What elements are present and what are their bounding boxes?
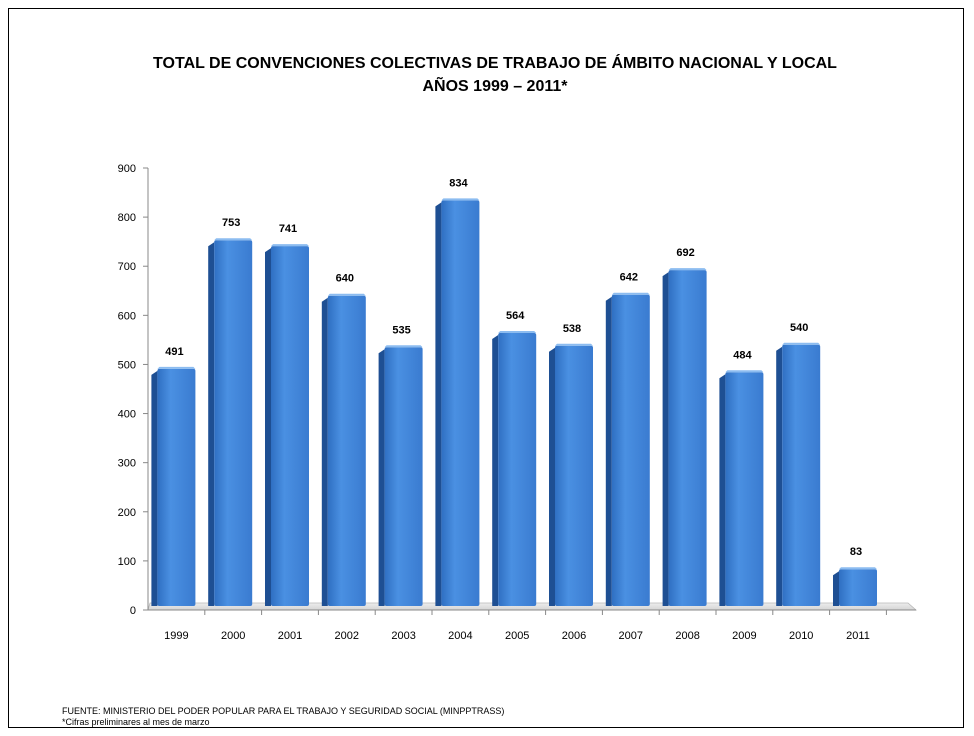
bar-top (839, 567, 877, 570)
y-tick-label: 200 (118, 507, 136, 519)
bar-side (719, 374, 726, 606)
bar-2006 (555, 345, 593, 606)
data-label: 753 (222, 217, 240, 229)
x-tick-label: 2010 (789, 630, 813, 642)
chart-footer: FUENTE: MINISTERIO DEL PODER POPULAR PAR… (62, 706, 504, 728)
data-label: 83 (850, 546, 862, 558)
x-tick-label: 2004 (448, 630, 472, 642)
y-axis: 0 100 200 300 400 500 600 700 800 900 (118, 163, 916, 617)
y-tick-label: 0 (130, 605, 136, 617)
chart-title: TOTAL DE CONVENCIONES COLECTIVAS DE TRAB… (8, 52, 974, 98)
y-tick-label: 100 (118, 556, 136, 568)
bar-side (378, 349, 385, 606)
chart-title-line-2: AÑOS 1999 – 2011* (422, 78, 568, 95)
bar-side (265, 248, 271, 606)
data-label: 834 (449, 177, 468, 189)
bar-1999 (157, 368, 196, 606)
bar-2005 (498, 333, 537, 606)
y-tick-label: 800 (118, 212, 136, 224)
bar-top (327, 293, 366, 296)
bar-side (435, 202, 442, 606)
bar-2009 (725, 372, 764, 606)
bar-top (441, 198, 480, 201)
x-tick-label: 1999 (164, 630, 188, 642)
data-label: 642 (620, 272, 638, 284)
y-tick-label: 400 (118, 409, 136, 421)
bar-top (725, 370, 764, 373)
bar-top (782, 342, 821, 345)
data-label: 692 (676, 247, 694, 259)
bar-side (549, 347, 555, 606)
x-tick-label: 2008 (675, 630, 699, 642)
bar-top (668, 268, 707, 271)
y-tick-label: 700 (118, 261, 136, 273)
data-label: 564 (506, 310, 525, 322)
x-tick-label: 2007 (619, 630, 643, 642)
bar-2008 (668, 270, 707, 606)
x-tick-label: 2003 (391, 630, 415, 642)
bar-top (384, 345, 423, 348)
bar-top (271, 244, 309, 247)
x-tick-label: 2006 (562, 630, 586, 642)
x-tick-label: 2001 (278, 630, 302, 642)
bar-top (498, 331, 537, 334)
bar-top (611, 292, 650, 295)
data-label: 491 (165, 346, 183, 358)
x-tick-label: 2011 (846, 630, 870, 642)
bar-side (151, 370, 158, 606)
x-axis: 1999 2000 2001 2002 2003 2004 2005 2006 2007 2008… (164, 610, 887, 642)
bar-2001 (271, 246, 309, 606)
bar-side (605, 296, 612, 606)
bar-side (776, 346, 783, 606)
data-label: 741 (279, 223, 297, 235)
data-label: 540 (790, 322, 808, 334)
preliminary-note: *Cifras preliminares al mes de marzo (62, 717, 210, 727)
bar-side (208, 242, 215, 606)
x-tick-label: 2002 (335, 630, 359, 642)
y-tick-label: 600 (118, 310, 136, 322)
chart-title-line-1: TOTAL DE CONVENCIONES COLECTIVAS DE TRAB… (153, 55, 837, 72)
y-tick-label: 500 (118, 359, 136, 371)
bar-top (214, 238, 253, 241)
bar-series (151, 198, 877, 606)
bar-2011 (839, 569, 877, 606)
y-tick-label: 300 (118, 458, 136, 470)
bar-2010 (782, 344, 821, 606)
bar-top (555, 343, 593, 346)
source-note: FUENTE: MINISTERIO DEL PODER POPULAR PAR… (62, 706, 505, 716)
bar-side (321, 297, 328, 606)
y-tick-label: 900 (118, 163, 136, 175)
bar-side (833, 571, 839, 606)
data-label: 640 (336, 273, 354, 285)
data-label: 535 (392, 324, 410, 336)
bar-side (492, 335, 499, 606)
bar-top (157, 366, 196, 369)
bar-2003 (384, 347, 423, 606)
x-tick-label: 2005 (505, 630, 529, 642)
data-label: 484 (733, 349, 752, 361)
bar-2007 (611, 294, 650, 606)
bar-2000 (214, 240, 253, 606)
data-label: 538 (563, 323, 581, 335)
bar-2004 (441, 200, 480, 606)
bar-side (662, 272, 669, 606)
bar-2002 (327, 295, 366, 606)
x-tick-label: 2000 (221, 630, 245, 642)
x-tick-label: 2009 (732, 630, 756, 642)
data-labels: 491 753 741 640 535 834 564 538 642 692 484 540 83 (165, 177, 862, 558)
